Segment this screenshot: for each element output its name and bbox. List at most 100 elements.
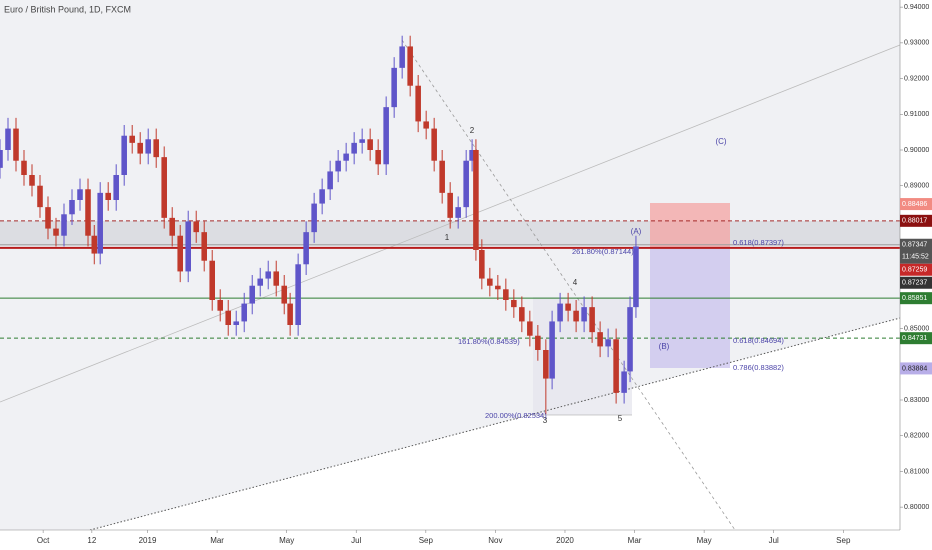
price-tag [900,362,932,375]
y-tick-label: 0.92000 [904,75,929,82]
candle-body [463,160,469,208]
x-tick-label: Oct [37,536,50,545]
candle-body [193,221,199,233]
y-tick-label: 0.82000 [904,433,929,440]
candle-body [589,307,595,333]
candle-body [469,150,475,161]
candle-body [473,150,479,250]
x-tick-label: May [697,536,712,545]
candle-body [303,232,309,265]
candle-body [225,310,232,325]
x-tick-label: May [279,536,294,545]
y-tick-label: 0.91000 [904,111,929,118]
candle-body [265,271,272,279]
wave-label: (B) [659,342,670,351]
candle-body [169,217,175,236]
candle-body [351,142,357,154]
candle-body [487,278,493,286]
candle-body [447,192,453,218]
candle-body [233,321,240,325]
y-tick-label: 0.89000 [904,183,929,190]
countdown: 11:45:52 [902,254,929,261]
x-tick-label: 2019 [139,536,157,545]
candle-body [633,246,639,308]
candle-body [69,200,75,215]
fib-label: 261.80%(0.87144) [572,247,634,256]
candle-body [37,185,43,208]
candle-body [359,139,365,143]
candle-body [29,175,35,186]
candle-body [581,307,587,322]
price-tag [900,263,932,276]
support-line [89,317,901,531]
candle-body [415,85,421,122]
candle-body [281,285,288,304]
candle-body [543,350,549,379]
candle-body [431,128,437,161]
y-tick-label: 0.81000 [904,468,929,475]
candle-body [21,160,27,175]
time-axis [0,530,900,550]
candle-body [273,271,280,286]
price-tag [900,276,932,289]
x-tick-label: 2020 [556,536,574,545]
y-tick-label: 0.90000 [904,147,929,154]
fib-label: 0.618(0.87397) [733,238,784,247]
x-tick-label: 12 [87,536,96,545]
candle-body [97,192,103,254]
candle-body [535,335,541,350]
candle-body [0,150,3,168]
candle-body [375,150,381,165]
x-tick-label: Sep [419,536,434,545]
x-tick-label: Nov [488,536,502,545]
price-tag-label: 0.88017 [902,218,927,225]
candle-body [61,214,67,236]
candle-body [217,300,223,311]
y-tick-label: 0.85000 [904,325,929,332]
candle-body [519,307,525,322]
candle-body [105,192,111,200]
price-tag-label: 0.84731 [902,335,927,342]
candle-body [249,285,256,304]
candle-body [613,339,619,393]
candle-body [113,175,119,200]
candle-body [455,207,461,218]
candle-body [129,135,135,143]
wave-label: 1 [445,233,450,242]
candle-body [241,303,248,322]
candle-body [311,203,317,233]
candle-body [53,228,59,236]
y-tick-label: 0.94000 [904,4,929,11]
y-tick-label: 0.80000 [904,504,929,511]
price-tag-label: 0.88486 [902,201,927,208]
candle-body [383,107,389,165]
candle-body [209,260,215,300]
candle-body [295,264,301,325]
candle-body [85,189,91,236]
price-tag-label: 0.85851 [902,295,927,302]
price-tag-label: 0.87237 [902,280,927,287]
candle-body [137,142,143,154]
fib-label: 161.80%(0.84539) [458,337,520,346]
candle-body [327,171,333,190]
candle-body [605,339,611,347]
price-tag [900,198,932,211]
price-tag-label: 0.87259 [902,267,927,274]
fib-label: 200.00%(0.82534) [485,411,547,420]
candle-body [597,332,603,347]
candle-body [439,160,445,193]
candle-body [13,128,19,161]
candle-body [287,303,293,325]
x-tick-label: Sep [836,536,851,545]
wave-label: 3 [543,416,548,425]
candle-body [399,46,405,68]
stop-zone [650,203,730,247]
x-tick-label: Jul [769,536,779,545]
candle-body [5,128,11,150]
candle-body [565,303,571,311]
shaded-region [0,0,900,530]
candle-body [407,46,413,86]
x-tick-label: Mar [210,536,224,545]
candle-body [121,135,127,175]
